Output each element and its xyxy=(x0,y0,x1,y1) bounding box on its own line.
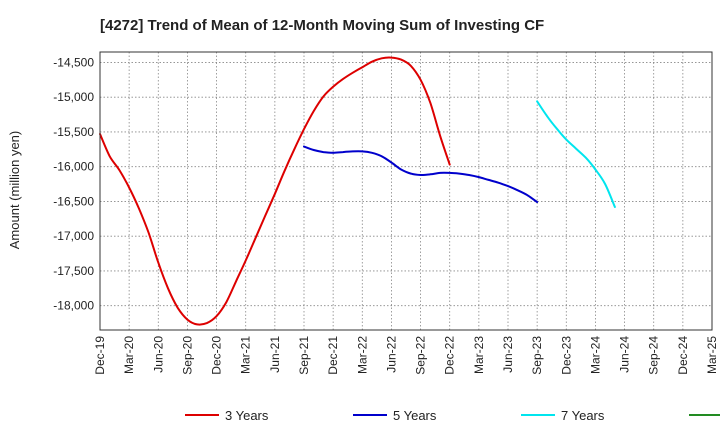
grid xyxy=(99,52,713,330)
x-tick-label: Sep-24 xyxy=(647,336,661,375)
x-tick-label: Dec-19 xyxy=(93,336,107,375)
series-layer xyxy=(99,56,616,326)
x-tick-label: Dec-21 xyxy=(326,336,340,375)
x-tick-label: Mar-21 xyxy=(239,336,253,374)
y-tick-label: -15,000 xyxy=(53,90,94,104)
x-tick-label: Sep-21 xyxy=(297,336,311,375)
x-tick-label: Mar-22 xyxy=(355,336,369,374)
x-tick-label: Jun-21 xyxy=(268,336,282,373)
y-axis-label: Amount (million yen) xyxy=(7,131,22,250)
x-tick-label: Mar-20 xyxy=(122,336,136,374)
legend-label: 7 Years xyxy=(561,408,605,423)
chart-title: [4272] Trend of Mean of 12-Month Moving … xyxy=(100,17,544,34)
y-tick-label: -18,000 xyxy=(53,299,94,313)
y-tick-label: -17,000 xyxy=(53,229,94,243)
series-line-3-years xyxy=(99,56,451,326)
series-line-5-years xyxy=(303,145,539,204)
legend-label: 5 Years xyxy=(393,408,437,423)
y-tick-label: -14,500 xyxy=(53,55,94,69)
x-tick-label: Dec-23 xyxy=(559,336,573,375)
plot-area-frame xyxy=(99,51,713,331)
legend-label: 3 Years xyxy=(225,408,269,423)
x-tick-label: Dec-22 xyxy=(443,336,457,375)
x-tick-label: Mar-23 xyxy=(472,336,486,374)
x-tick-label: Dec-20 xyxy=(210,336,224,375)
x-tick-label: Dec-24 xyxy=(676,336,690,375)
x-tick-label: Jun-20 xyxy=(151,336,165,373)
x-tick-label: Sep-22 xyxy=(414,336,428,375)
series-line-7-years xyxy=(536,100,616,208)
tick-layer: Dec-19 Mar-20 Jun-20 Sep-20 Dec-20 Mar-21 Jun-… xyxy=(53,55,719,374)
y-tick-label: -15,500 xyxy=(53,125,94,139)
x-tick-label: Jun-22 xyxy=(384,336,398,373)
x-tick-label: Jun-23 xyxy=(501,336,515,373)
x-tick-label: Mar-24 xyxy=(588,336,602,374)
y-tick-label: -16,000 xyxy=(53,160,94,174)
y-tick-label: -17,500 xyxy=(53,264,94,278)
y-tick-label: -16,500 xyxy=(53,194,94,208)
x-tick-label: Jun-24 xyxy=(618,336,632,373)
x-tick-label: Mar-25 xyxy=(705,336,719,374)
x-tick-label: Sep-20 xyxy=(180,336,194,375)
x-tick-label: Sep-23 xyxy=(530,336,544,375)
